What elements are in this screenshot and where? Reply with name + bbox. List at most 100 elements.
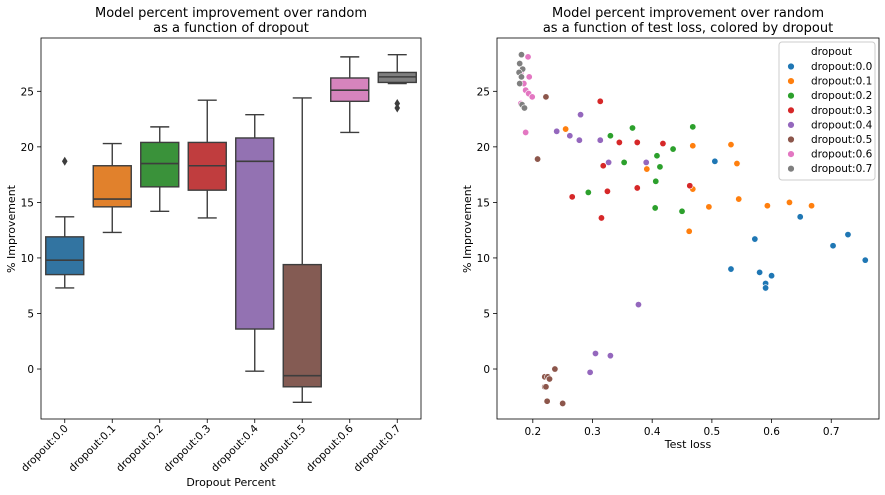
scatter-point — [727, 265, 735, 273]
legend-label: dropout:0.7 — [811, 163, 872, 175]
y-tick-label: 15 — [477, 197, 490, 209]
scatter-point — [669, 145, 677, 153]
scatter-point — [861, 256, 869, 264]
box-body — [282, 263, 322, 388]
scatter-point — [685, 227, 693, 235]
box-dropout:0.5 — [282, 97, 322, 404]
scatter-point — [517, 51, 525, 59]
x-tick-label: 0.7 — [823, 426, 840, 438]
scatter-point — [534, 155, 542, 163]
legend-marker — [787, 165, 795, 173]
scatter-point — [577, 111, 585, 119]
legend-marker — [787, 91, 795, 100]
box-dropout:0.1 — [92, 142, 132, 234]
scatter-point — [546, 375, 554, 383]
y-tick-label: 25 — [477, 86, 490, 98]
legend-label: dropout:0.2 — [811, 90, 872, 102]
scatter-point — [711, 157, 719, 165]
outlier-point — [61, 156, 68, 166]
boxplot-x-axis-label: Dropout Percent — [186, 476, 276, 489]
scatter-point — [562, 125, 570, 133]
scatter-point — [543, 397, 551, 405]
scatter-point — [653, 152, 661, 160]
boxplot-y-ticks: 0 5 10 15 20 25 — [21, 86, 41, 376]
boxplot-y-axis-label: % Improvement — [5, 184, 18, 273]
x-tick-label: dropout:0.7 — [352, 423, 404, 475]
box-dropout:0.7 — [377, 53, 417, 113]
x-tick-label: 0.4 — [644, 426, 661, 438]
scatter-point — [829, 242, 837, 250]
scatter-point — [596, 136, 604, 144]
y-tick-label: 15 — [21, 197, 34, 209]
legend-marker — [787, 62, 795, 71]
legend-title: dropout — [811, 46, 852, 58]
legend-frame — [778, 41, 876, 181]
scatter-point — [735, 195, 743, 203]
scatter-point — [628, 124, 636, 132]
scatter-plot-area — [515, 51, 869, 407]
legend-marker — [787, 106, 795, 115]
box-body — [92, 165, 132, 208]
scatter-point — [586, 368, 594, 376]
scatter-legend: dropout dropout:0.0 dropout:0.1 dropout:0.… — [778, 41, 876, 181]
x-tick-label: 0.2 — [524, 426, 541, 438]
x-tick-label: 0.6 — [763, 426, 780, 438]
scatter-point — [751, 235, 759, 243]
scatter-point — [633, 184, 641, 192]
scatter-point — [785, 198, 793, 206]
box-dropout:0.3 — [187, 99, 227, 219]
legend-label: dropout:0.0 — [811, 61, 872, 73]
scatter-point — [678, 207, 686, 215]
scatter-point — [615, 138, 623, 146]
scatter-point — [808, 202, 816, 210]
scatter-point — [633, 138, 641, 146]
scatter-point — [844, 231, 852, 239]
scatter-point — [634, 301, 642, 309]
scatter-point — [606, 132, 614, 140]
scatter-point — [756, 268, 764, 276]
scatter-point — [542, 93, 550, 101]
scatter-point — [659, 140, 667, 148]
y-tick-label: 20 — [477, 142, 490, 154]
scatter-x-axis-label: Test loss — [664, 438, 712, 451]
scatter-point — [559, 399, 567, 407]
scatter-point — [516, 60, 524, 68]
scatter-point — [651, 204, 659, 212]
scatter-point — [642, 158, 650, 166]
x-tick-label: dropout:0.1 — [67, 423, 119, 475]
scatter-point — [652, 177, 660, 185]
scatter-panel: Model percent improvement over random as… — [461, 6, 880, 451]
box-dropout:0.0 — [45, 156, 85, 289]
scatter-point — [643, 165, 651, 173]
x-tick-label: 0.3 — [584, 426, 601, 438]
scatter-point — [542, 383, 550, 391]
scatter-point — [762, 284, 770, 292]
y-tick-label: 25 — [21, 86, 34, 98]
x-tick-label: 0.5 — [704, 426, 721, 438]
x-tick-label: dropout:0.4 — [209, 422, 261, 474]
scatter-point — [524, 53, 532, 61]
scatter-y-ticks: 0 5 10 15 20 25 — [477, 86, 497, 376]
scatter-point — [603, 187, 611, 195]
scatter-point — [516, 80, 524, 88]
scatter-point — [596, 97, 604, 105]
legend-marker — [787, 77, 795, 85]
series-dropout:0.2 — [584, 123, 697, 215]
legend-label: dropout:0.1 — [811, 76, 872, 88]
scatter-point — [522, 128, 530, 136]
y-tick-label: 0 — [27, 364, 34, 376]
scatter-point — [606, 352, 614, 360]
scatter-point — [605, 158, 613, 166]
y-tick-label: 20 — [21, 142, 34, 154]
y-tick-label: 0 — [483, 364, 490, 376]
boxplot-plot-area — [45, 53, 417, 404]
scatter-title-line-1: Model percent improvement over random — [552, 6, 824, 21]
scatter-title-line-2: as a function of test loss, colored by d… — [543, 21, 833, 36]
box-body — [140, 141, 180, 188]
y-tick-label: 5 — [483, 308, 490, 320]
scatter-point — [763, 202, 771, 210]
scatter-point — [686, 182, 694, 190]
x-tick-label: dropout:0.2 — [114, 423, 166, 475]
x-tick-label: dropout:0.0 — [19, 423, 71, 475]
